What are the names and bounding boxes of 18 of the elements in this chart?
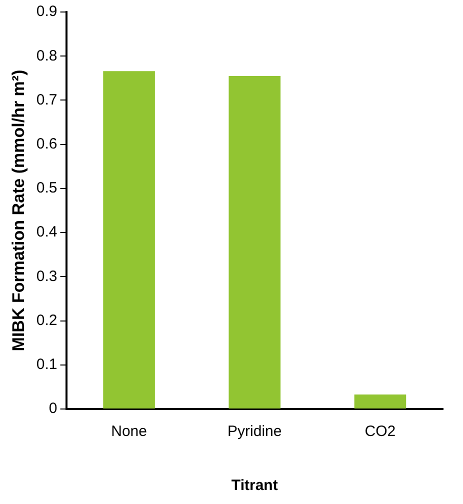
y-tick-label: 0.7 xyxy=(36,91,58,108)
y-tick-label: 0 xyxy=(48,400,58,418)
y-tick-label: 0.4 xyxy=(36,224,58,241)
bar xyxy=(103,71,155,408)
y-tick-label: 0.9 xyxy=(36,3,58,20)
y-axis-title: MIBK Formation Rate (mmol/hr m²) xyxy=(8,70,28,352)
x-tick-label: CO2 xyxy=(364,423,396,440)
y-tick-label: 0.1 xyxy=(36,356,58,374)
y-tick-label: 0.6 xyxy=(36,135,58,152)
x-tick-label: None xyxy=(111,423,147,440)
y-tick-label: 0.5 xyxy=(36,180,58,197)
bar xyxy=(228,76,281,408)
x-tick-label: Pyridine xyxy=(228,423,282,440)
bar xyxy=(354,394,406,408)
y-tick-label: 0.3 xyxy=(36,268,58,285)
y-tick-label: 0.8 xyxy=(36,47,58,64)
x-axis-title: Titrant xyxy=(231,477,278,494)
y-tick-label: 0.2 xyxy=(36,312,58,329)
